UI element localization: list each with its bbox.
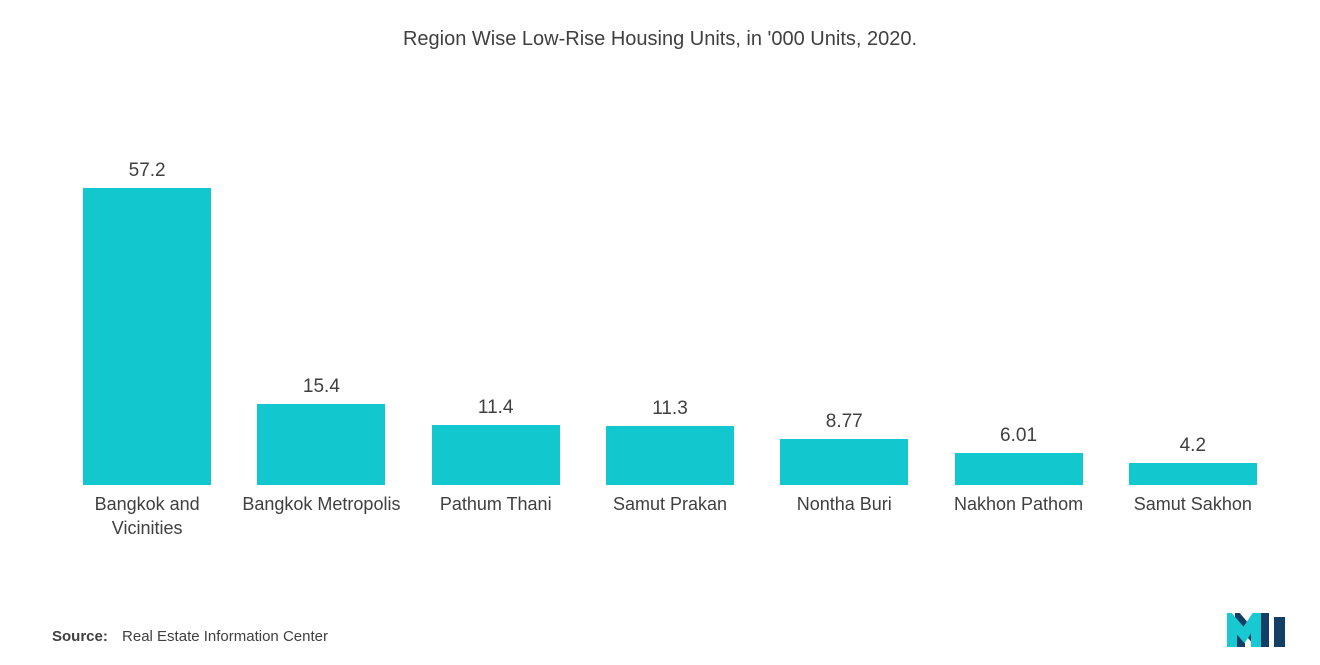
bar-value-label: 15.4 — [303, 376, 340, 398]
bar-value-label: 6.01 — [1000, 425, 1037, 447]
bar-column: 6.01 — [931, 160, 1105, 485]
bar-value-label: 11.4 — [478, 397, 514, 419]
brand-logo-icon — [1226, 613, 1294, 651]
logo-i — [1274, 617, 1285, 647]
bar — [432, 425, 560, 485]
bar — [257, 404, 385, 485]
bar — [606, 426, 734, 485]
source-line: Source: Real Estate Information Center — [52, 628, 328, 645]
x-axis-label: Bangkok Metropolis — [234, 492, 408, 541]
plot-area: 57.2 15.4 11.4 11.3 8.77 6.01 4.2 — [60, 160, 1280, 485]
x-axis-label: Bangkok and Vicinities — [60, 492, 234, 541]
x-axis-label: Pathum Thani — [409, 492, 583, 541]
source-text: Real Estate Information Center — [122, 628, 328, 645]
x-axis-label: Samut Prakan — [583, 492, 757, 541]
chart-container: Region Wise Low-Rise Housing Units, in '… — [0, 0, 1320, 665]
source-label: Source: — [52, 628, 108, 645]
bar-column: 15.4 — [234, 160, 408, 485]
bar — [1129, 463, 1257, 485]
bar — [955, 453, 1083, 485]
bar-value-label: 11.3 — [652, 398, 688, 420]
bar-column: 11.4 — [409, 160, 583, 485]
bar-column: 57.2 — [60, 160, 234, 485]
bar — [83, 188, 211, 485]
bar-column: 11.3 — [583, 160, 757, 485]
bar-column: 4.2 — [1106, 160, 1280, 485]
x-axis-label: Nontha Buri — [757, 492, 931, 541]
x-axis-labels: Bangkok and VicinitiesBangkok Metropolis… — [60, 492, 1280, 541]
x-axis-label: Samut Sakhon — [1106, 492, 1280, 541]
chart-title: Region Wise Low-Rise Housing Units, in '… — [0, 28, 1320, 51]
x-axis-label: Nakhon Pathom — [931, 492, 1105, 541]
bar-column: 8.77 — [757, 160, 931, 485]
bar-value-label: 4.2 — [1180, 435, 1206, 457]
bar — [780, 439, 908, 485]
bar-value-label: 8.77 — [826, 411, 863, 433]
bar-value-label: 57.2 — [129, 160, 166, 182]
